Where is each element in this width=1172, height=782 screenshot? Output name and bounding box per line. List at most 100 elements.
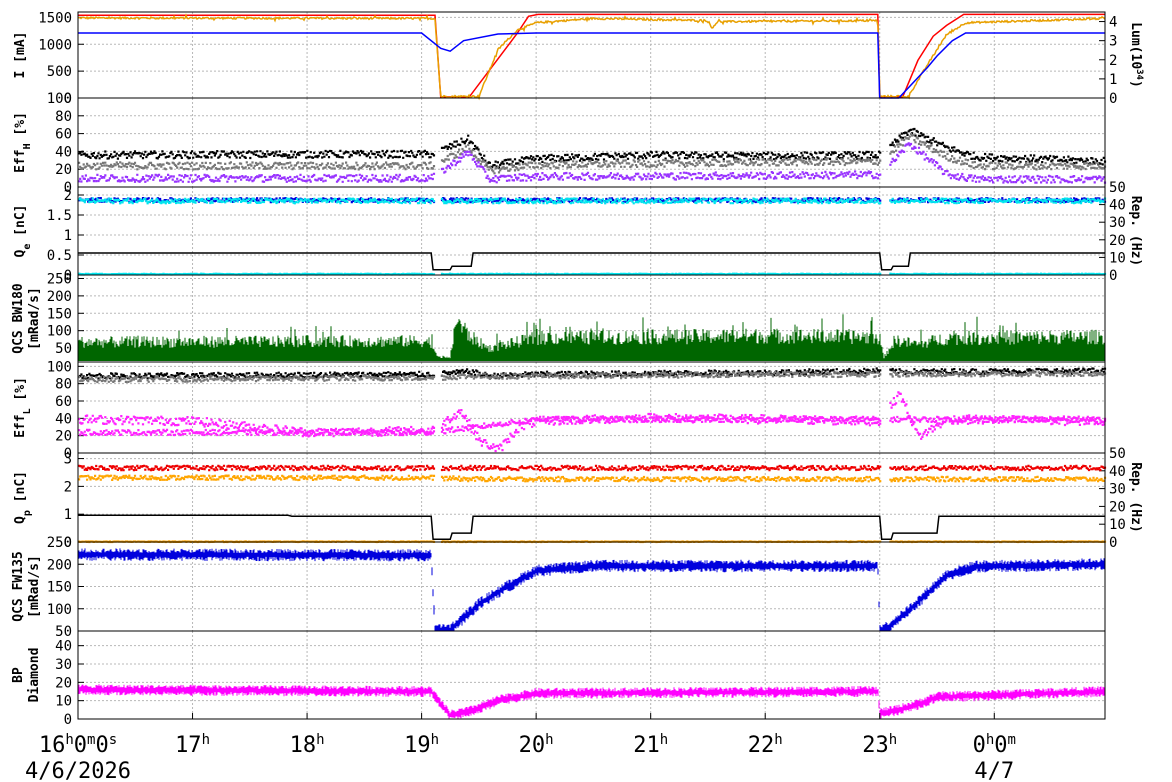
y-tick-label: 30 — [55, 657, 72, 673]
y-tick-label: 0 — [64, 91, 72, 107]
x-tick-label: 17h — [175, 732, 210, 758]
y2-tick-label: 1 — [1109, 72, 1117, 88]
x-tick-label: 21h — [633, 732, 668, 758]
y-tick-label: 10 — [55, 694, 72, 710]
y2-tick-label: 0 — [1109, 535, 1117, 551]
y2-tick-label: 10 — [1109, 250, 1126, 266]
y-tick-label: 0 — [64, 712, 72, 728]
y-axis-label: Qp [nC] — [13, 471, 33, 524]
y2-tick-label: 20 — [1109, 233, 1126, 249]
y-tick-label: 150 — [47, 306, 72, 322]
y2-tick-label: 10 — [1109, 517, 1126, 533]
y-axis-label-unit: [mRad/s] — [27, 287, 42, 350]
y-axis-label: QCS BW180 — [11, 283, 26, 354]
y-tick-label: 200 — [47, 557, 72, 573]
x-tick-label: 0h0m — [973, 732, 1016, 758]
series-scatter-eff_h-1 — [78, 132, 1107, 175]
y-axis-label: Qe [nC] — [13, 205, 33, 258]
y-tick-label: 250 — [47, 271, 72, 287]
y-tick-label: 1000 — [38, 37, 72, 53]
y2-axis-label: Lum(1034) — [1128, 22, 1144, 88]
y-tick-label: 80 — [55, 109, 72, 125]
x-tick-label: 18h — [290, 732, 325, 758]
y-tick-label: 0.5 — [47, 248, 72, 264]
y-tick-label: 100 — [47, 91, 72, 107]
series-line-current-1 — [77, 13, 1106, 101]
y-tick-label: 100 — [47, 602, 72, 618]
y-tick-label: 40 — [55, 144, 72, 160]
panel-frame — [77, 630, 1106, 720]
y2-tick-label: 4 — [1109, 15, 1117, 31]
series-scatter-qp-1 — [78, 464, 1107, 472]
series-line-qp-2 — [78, 514, 1105, 541]
series-scatter-qe-1 — [78, 197, 1107, 205]
x-date-label: 4/6/2026 — [25, 759, 131, 782]
y-axis-label-unit: Diamond — [27, 648, 42, 703]
y-tick-label: 0 — [64, 180, 72, 196]
y-tick-label: 1.5 — [47, 208, 72, 224]
y-tick-label: 50 — [55, 624, 72, 640]
y-tick-label: 40 — [55, 639, 72, 655]
y2-axis-label: Rep. (Hz) — [1128, 196, 1143, 266]
panel-bp_diamond: 0 10 20 30 40 BP Diamond — [11, 630, 1106, 728]
panel-frame — [77, 11, 1106, 99]
y-tick-label: 2 — [64, 479, 72, 495]
x-date-label: 4/7 — [974, 759, 1014, 782]
panel-qcs_fw135: 50 100 150 200 250 QCS FW135 [mRad/s] — [11, 535, 1106, 640]
y2-tick-label: 20 — [1109, 499, 1126, 515]
y-tick-label: 100 — [47, 324, 72, 340]
series-scatter-qp-0 — [78, 474, 1107, 483]
y-tick-label: 40 — [55, 411, 72, 427]
y2-tick-label: 50 — [1109, 180, 1126, 196]
y-tick-label: 0 — [64, 268, 72, 284]
y-tick-label: 1500 — [38, 10, 72, 26]
x-tick-label: 19h — [404, 732, 439, 758]
y-tick-label: 100 — [47, 359, 72, 375]
y-axis-label: QCS FW135 — [11, 551, 26, 621]
y-tick-label: 3 — [64, 452, 72, 468]
y2-tick-label: 0 — [1109, 91, 1117, 107]
y-tick-label: 50 — [55, 341, 72, 357]
y-tick-label: 20 — [55, 675, 72, 691]
time-axis: 16h0m0s 17h 18h 19h 20h 21h 22h 23h 0h0m 4/6/2026… — [25, 713, 1016, 782]
panel-current: 0 500 1000 1500 0 1 2 3 4 I [mA] Lum(1034) — [13, 10, 1144, 107]
x-tick-label: 23h — [862, 732, 897, 758]
y-tick-label: 250 — [47, 535, 72, 551]
y-tick-label: 150 — [47, 580, 72, 596]
y-tick-label: 2 — [64, 188, 72, 204]
series-scatter-eff_h-2 — [78, 142, 1107, 184]
x-tick-label: 22h — [748, 732, 783, 758]
series-scatter-eff_h-0 — [78, 127, 1107, 169]
y-tick-label: 1 — [64, 507, 72, 523]
series-line-current-2 — [78, 32, 1105, 99]
y-axis-label: BP — [11, 667, 26, 683]
y-tick-label: 200 — [47, 289, 72, 305]
y-tick-label: 500 — [47, 64, 72, 80]
series-spikes-qcs_bw180-0 — [78, 314, 1105, 361]
y-axis-label-unit: [mRad/s] — [27, 555, 42, 618]
y2-tick-label: 30 — [1109, 482, 1126, 498]
y2-tick-label: 0 — [1109, 268, 1117, 284]
y2-tick-label: 30 — [1109, 215, 1126, 231]
y-tick-label: 0 — [64, 446, 72, 462]
series-scatter-eff_l-3 — [78, 415, 1107, 437]
y2-tick-label: 50 — [1109, 446, 1126, 462]
x-tick-label: 20h — [519, 732, 554, 758]
y-tick-label: 20 — [55, 429, 72, 445]
y-tick-label: 0 — [64, 535, 72, 551]
y-tick-label: 20 — [55, 162, 72, 178]
y-axis-label: EffL [%] — [13, 377, 33, 438]
panel-frame — [77, 452, 1106, 543]
y2-tick-label: 40 — [1109, 198, 1126, 214]
y2-tick-label: 3 — [1109, 34, 1117, 50]
y-tick-label: 60 — [55, 127, 72, 143]
series-band-qcs_fw135-0 — [78, 548, 1105, 631]
y-tick-label: 60 — [55, 394, 72, 410]
series-scatter-eff_l-1 — [78, 370, 1107, 384]
y-tick-label: 80 — [55, 377, 72, 393]
